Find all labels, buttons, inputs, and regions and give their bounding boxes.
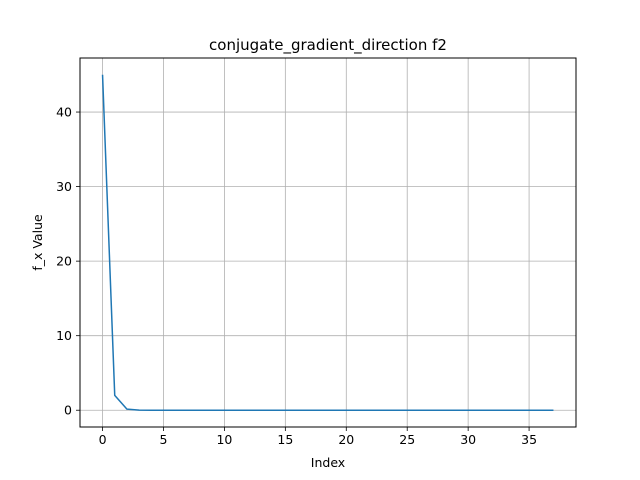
y-tick-label: 0: [64, 403, 72, 418]
x-axis: 0 5 10 15 20 25 30 35: [99, 427, 537, 447]
x-tick-label: 35: [521, 432, 537, 447]
x-tick-label: 15: [277, 432, 293, 447]
x-tick-label: 10: [216, 432, 232, 447]
x-tick-label: 20: [338, 432, 354, 447]
y-tick-label: 30: [56, 179, 72, 194]
y-tick-label: 20: [56, 254, 72, 269]
x-tick-label: 0: [99, 432, 107, 447]
series-line: [101, 74, 554, 411]
grid: [80, 58, 576, 427]
y-axis-label: f_x Value: [30, 214, 45, 271]
series-layer: [101, 74, 554, 411]
y-tick-label: 10: [56, 328, 72, 343]
x-tick-label: 30: [460, 432, 476, 447]
chart-title: conjugate_gradient_direction f2: [209, 36, 447, 55]
x-tick-label: 25: [399, 432, 415, 447]
x-tick-label: 5: [160, 432, 168, 447]
x-axis-label: Index: [311, 455, 345, 470]
y-axis: 0 10 20 30 40: [56, 105, 80, 418]
y-tick-label: 40: [56, 105, 72, 120]
plot-frame: [79, 57, 577, 428]
